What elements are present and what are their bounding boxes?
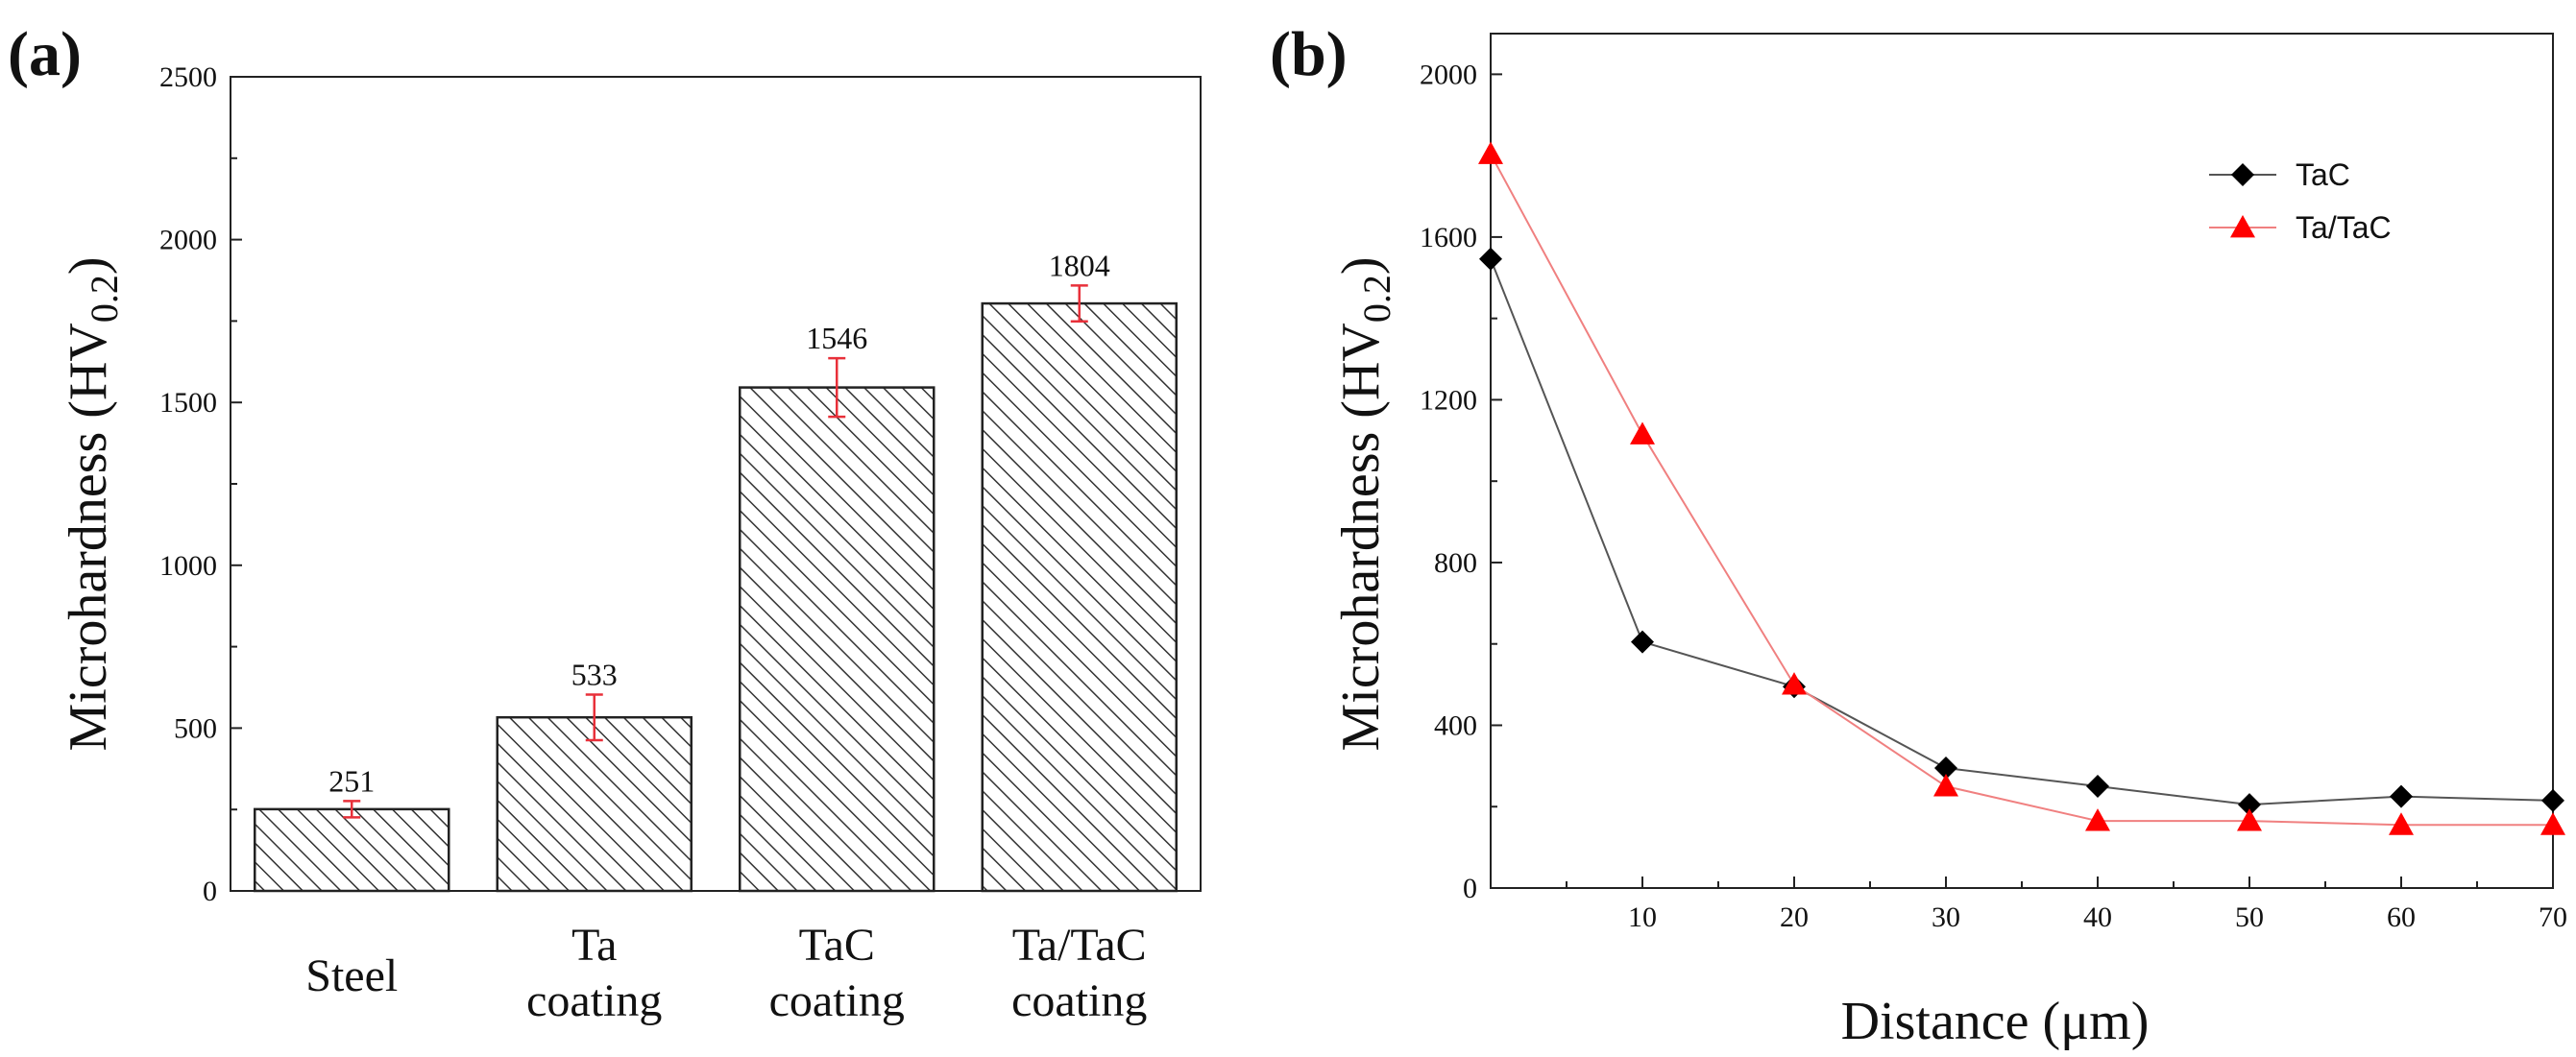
- data-point: [1479, 247, 1502, 271]
- data-point: [2085, 808, 2110, 831]
- data-point: [1478, 141, 1503, 164]
- bar: [981, 301, 1178, 893]
- y-tick-label: 500: [174, 712, 217, 744]
- panel-a-y-axis-label: Microhardness (HV0.2): [59, 257, 126, 752]
- category-label: coating: [769, 975, 905, 1026]
- x-tick-label: 30: [1932, 901, 1960, 933]
- panel-b-plot-frame: [1490, 33, 2554, 889]
- data-point: [1630, 421, 1655, 444]
- data-point: [2541, 788, 2564, 812]
- data-point: [2086, 775, 2109, 799]
- y-tick-label: 1500: [159, 387, 217, 419]
- category-label: TaC: [799, 920, 875, 971]
- y-tick-label: 2500: [159, 61, 217, 93]
- data-point: [2237, 808, 2262, 831]
- data-point: [2389, 812, 2414, 835]
- data-point: [1934, 756, 1957, 780]
- category-label: coating: [526, 975, 662, 1026]
- legend-marker: [2231, 163, 2254, 186]
- panel-b-x-axis-label: Distance (μm): [1841, 992, 2150, 1051]
- panel-b-y-axis-label: Microhardness (HV0.2): [1331, 257, 1398, 752]
- data-point: [1782, 672, 1807, 695]
- data-point: [1933, 774, 1958, 797]
- svg-text:Microhardness (HV0.2): Microhardness (HV0.2): [59, 257, 126, 752]
- category-label: Steel: [305, 950, 398, 1001]
- x-tick-label: 60: [2387, 901, 2416, 933]
- bar-value-label: 533: [571, 657, 618, 691]
- panel-a-label: (a): [8, 19, 82, 89]
- bar: [496, 715, 693, 893]
- series-line-tac: [1490, 258, 2554, 806]
- panel-a-bar-chart: (a) Microhardness (HV0.2) 251 533 1546 1804…: [8, 19, 1202, 1026]
- x-tick-label: 50: [2235, 901, 2264, 933]
- x-tick-label: 70: [2539, 901, 2567, 933]
- legend-label: Ta/TaC: [2296, 210, 2392, 245]
- svg-text:Microhardness (HV0.2): Microhardness (HV0.2): [1331, 257, 1398, 752]
- data-point: [2390, 784, 2413, 808]
- x-tick-label: 20: [1780, 901, 1809, 933]
- series-line-ta-tac: [1490, 153, 2553, 827]
- bar-value-label: 1804: [1049, 248, 1110, 282]
- y-tick-label: 0: [1463, 873, 1477, 904]
- legend-label: TaC: [2296, 157, 2350, 192]
- y-tick-label: 2000: [159, 225, 217, 256]
- y-tick-label: 1200: [1420, 384, 1477, 416]
- x-tick-label: 10: [1628, 901, 1657, 933]
- y-tick-label: 800: [1434, 547, 1477, 579]
- data-point: [1631, 630, 1654, 654]
- bar: [254, 807, 450, 893]
- category-label: Ta/TaC: [1012, 920, 1147, 971]
- category-label: coating: [1011, 975, 1147, 1026]
- legend-marker: [2230, 215, 2255, 238]
- panel-b-line-chart: (b) Microhardness (HV0.2) Distance (μm) …: [1270, 19, 2567, 1051]
- y-tick-label: 0: [203, 876, 217, 907]
- data-point: [2540, 812, 2565, 835]
- x-tick-label: 40: [2083, 901, 2112, 933]
- bar-value-label: 1546: [806, 321, 867, 355]
- y-tick-label: 1600: [1420, 222, 1477, 253]
- category-label: Ta: [571, 920, 617, 971]
- bar-value-label: 251: [328, 763, 375, 798]
- panel-b-label: (b): [1270, 19, 1348, 89]
- bar: [739, 386, 936, 893]
- data-point: [2238, 793, 2261, 817]
- y-tick-label: 400: [1434, 709, 1477, 741]
- y-tick-label: 2000: [1420, 59, 1477, 90]
- y-tick-label: 1000: [159, 550, 217, 582]
